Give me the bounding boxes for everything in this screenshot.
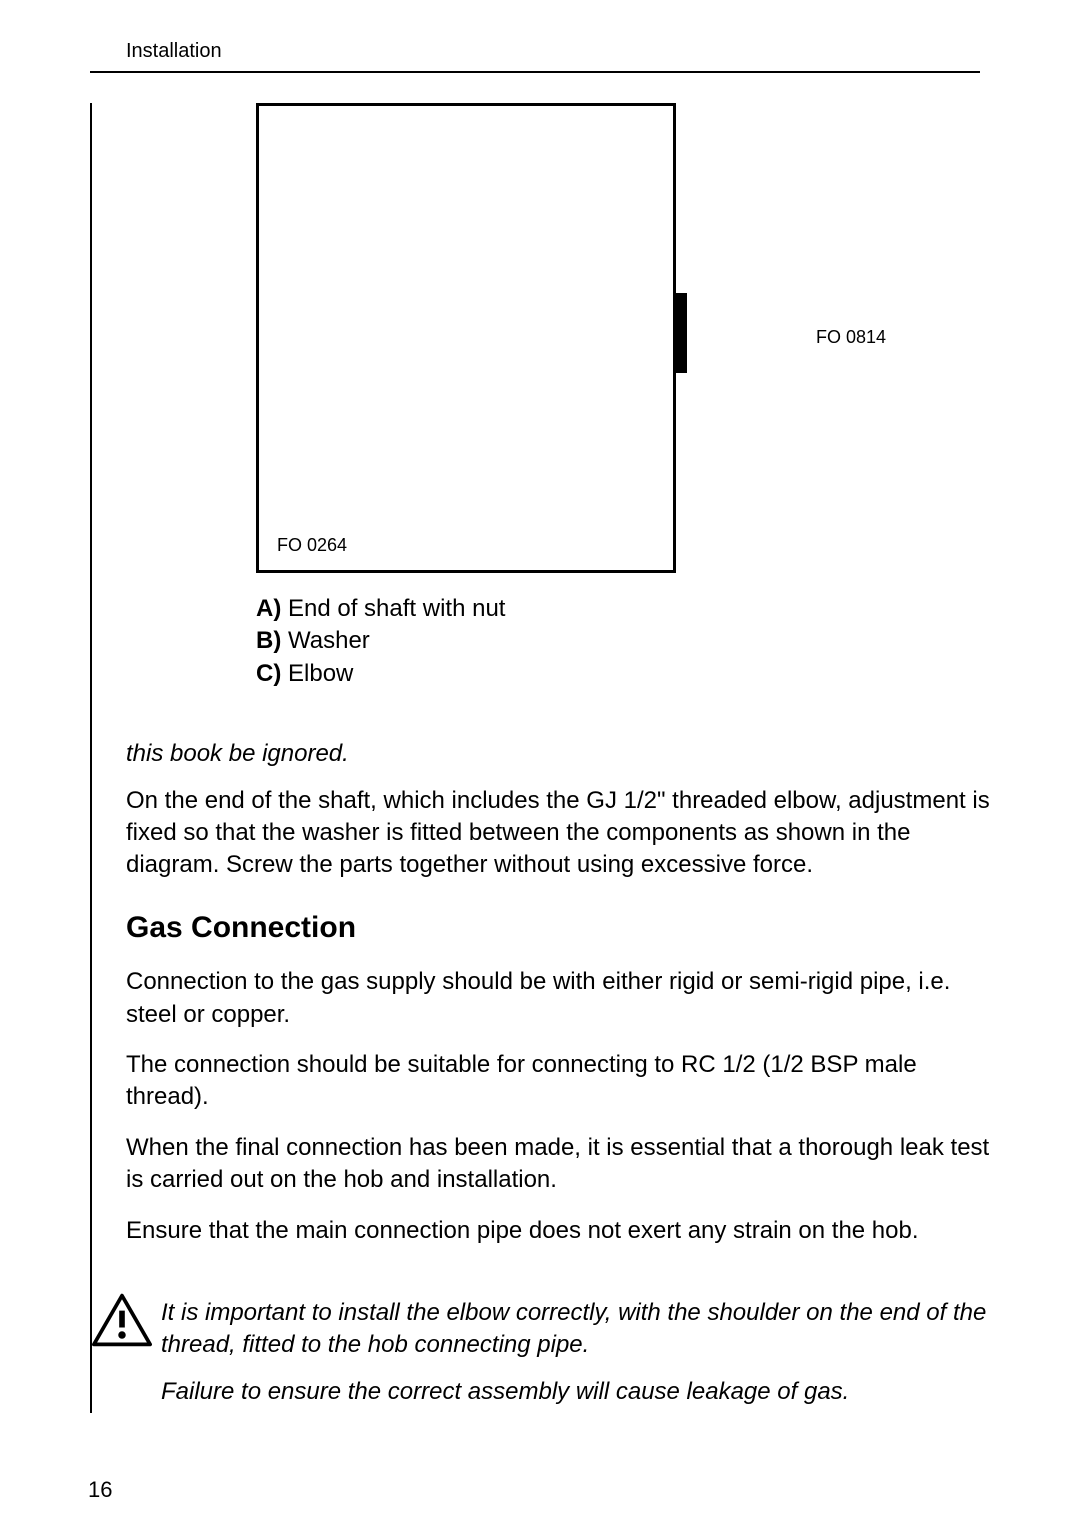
legend-key: A) — [256, 593, 281, 625]
diagram-box: FO 0264 — [256, 103, 676, 573]
warning-block: It is important to install the elbow cor… — [126, 1297, 990, 1408]
legend-item: B) Washer — [256, 625, 990, 657]
diagram-legend: A) End of shaft with nut B) Washer C) El… — [256, 593, 990, 690]
legend-item: C) Elbow — [256, 658, 990, 690]
paragraph: Connection to the gas supply should be w… — [126, 966, 990, 1031]
header-section-label: Installation — [126, 40, 990, 63]
paragraph: The connection should be suitable for co… — [126, 1049, 990, 1114]
page: Installation FO 0264 FO 0814 A) End of s… — [0, 0, 1080, 1529]
diagram-area: FO 0264 FO 0814 — [256, 103, 990, 583]
content-column: FO 0264 FO 0814 A) End of shaft with nut… — [90, 103, 990, 1413]
paragraph: On the end of the shaft, which includes … — [126, 785, 990, 882]
warning-text: It is important to install the elbow cor… — [161, 1297, 990, 1408]
paragraph: Ensure that the main connection pipe doe… — [126, 1215, 990, 1247]
legend-item: A) End of shaft with nut — [256, 593, 990, 625]
warning-paragraph: Failure to ensure the correct assembly w… — [161, 1376, 990, 1408]
section-heading: Gas Connection — [126, 908, 990, 949]
continuation-line: this book be ignored. — [126, 738, 990, 770]
paragraph: When the final connection has been made,… — [126, 1132, 990, 1197]
warning-icon — [92, 1293, 152, 1347]
body-text: this book be ignored. On the end of the … — [126, 738, 990, 1408]
legend-key: C) — [256, 658, 281, 690]
legend-key: B) — [256, 625, 281, 657]
page-number: 16 — [88, 1477, 112, 1503]
warning-paragraph: It is important to install the elbow cor… — [161, 1297, 990, 1362]
legend-label: End of shaft with nut — [288, 595, 505, 622]
legend-label: Washer — [288, 627, 370, 654]
diagram-side-label: FO 0814 — [816, 327, 886, 348]
diagram-inner-label: FO 0264 — [277, 535, 347, 556]
legend-label: Elbow — [288, 660, 353, 687]
diagram-tab — [673, 293, 687, 373]
header-rule — [90, 71, 980, 73]
